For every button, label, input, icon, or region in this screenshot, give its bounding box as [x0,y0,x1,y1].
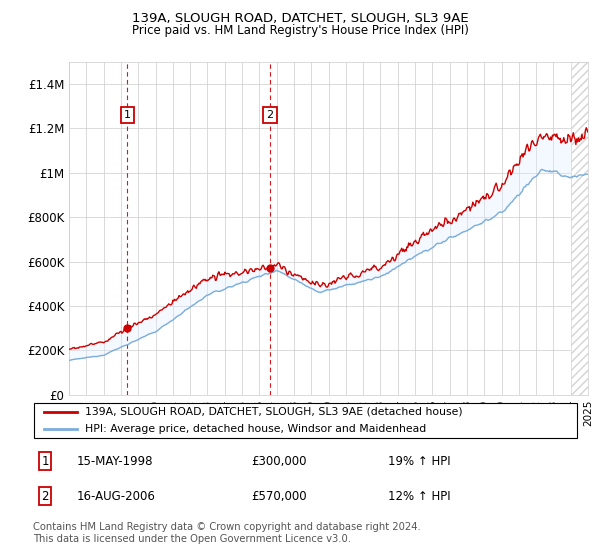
FancyBboxPatch shape [34,403,577,438]
Text: 19% ↑ HPI: 19% ↑ HPI [388,455,451,468]
Text: 1: 1 [41,455,49,468]
Text: 15-MAY-1998: 15-MAY-1998 [77,455,153,468]
Text: HPI: Average price, detached house, Windsor and Maidenhead: HPI: Average price, detached house, Wind… [85,424,426,435]
Text: 2: 2 [266,110,274,120]
Text: 1: 1 [124,110,131,120]
Text: Contains HM Land Registry data © Crown copyright and database right 2024.
This d: Contains HM Land Registry data © Crown c… [33,522,421,544]
Text: 12% ↑ HPI: 12% ↑ HPI [388,489,451,503]
Text: 2: 2 [41,489,49,503]
Text: Price paid vs. HM Land Registry's House Price Index (HPI): Price paid vs. HM Land Registry's House … [131,24,469,37]
Text: £300,000: £300,000 [251,455,307,468]
Text: 16-AUG-2006: 16-AUG-2006 [77,489,155,503]
Text: 139A, SLOUGH ROAD, DATCHET, SLOUGH, SL3 9AE: 139A, SLOUGH ROAD, DATCHET, SLOUGH, SL3 … [131,12,469,25]
Text: 139A, SLOUGH ROAD, DATCHET, SLOUGH, SL3 9AE (detached house): 139A, SLOUGH ROAD, DATCHET, SLOUGH, SL3 … [85,407,463,417]
Text: £570,000: £570,000 [251,489,307,503]
